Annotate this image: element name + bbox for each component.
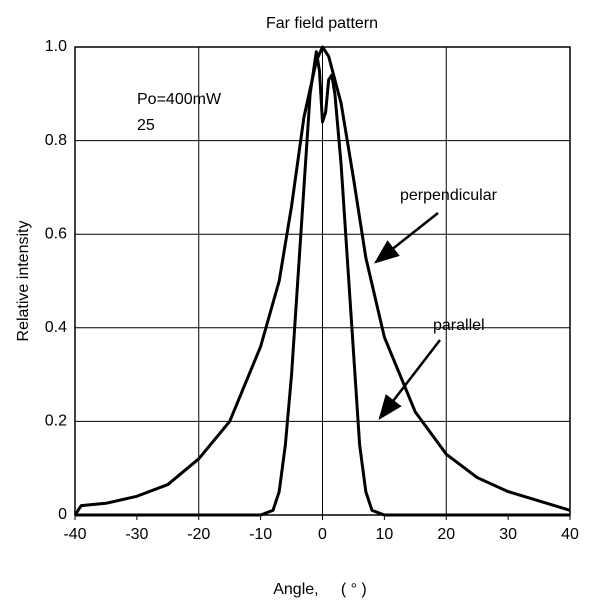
line-series xyxy=(73,45,571,516)
y-tick-label: 0.8 xyxy=(45,132,67,149)
x-tick-label: -10 xyxy=(249,526,272,543)
x-tick-label: -20 xyxy=(187,526,210,543)
x-tick-label: 20 xyxy=(437,526,455,543)
plot-area: 0 0.2 0.4 0.6 0.8 1.0 -40 -30 -20 -10 0 10 20 30 40 xyxy=(45,38,579,543)
annotation-box xyxy=(395,180,550,210)
x-tick-label: 30 xyxy=(499,526,517,543)
x-axis-label: Angle, ( ° ) xyxy=(273,581,367,598)
annotation: perpendicular xyxy=(400,187,498,204)
x-tick-label: 0 xyxy=(318,526,327,543)
annotation: Po=400mW xyxy=(137,91,222,108)
annotation-box xyxy=(428,312,528,342)
y-axis-label: Relative intensity xyxy=(15,221,32,342)
annotation-box xyxy=(135,80,250,140)
y-tick-label: 0 xyxy=(58,506,67,523)
x-tick-label: -40 xyxy=(63,526,86,543)
y-tick-label: 0.4 xyxy=(45,319,67,336)
y-tick-label: 1.0 xyxy=(45,38,67,55)
line-series xyxy=(75,50,570,517)
y-tick-label: 0.6 xyxy=(45,225,67,242)
annotation: 25 xyxy=(137,117,155,134)
x-tick-label: 40 xyxy=(561,526,579,543)
chart-title: Far field pattern xyxy=(266,15,378,32)
arrow xyxy=(378,339,441,420)
annotation: parallel xyxy=(433,317,485,334)
y-tick-label: 0.2 xyxy=(45,413,67,430)
x-tick-label: -30 xyxy=(125,526,148,543)
arrow xyxy=(374,212,439,264)
x-tick-label: 10 xyxy=(375,526,393,543)
